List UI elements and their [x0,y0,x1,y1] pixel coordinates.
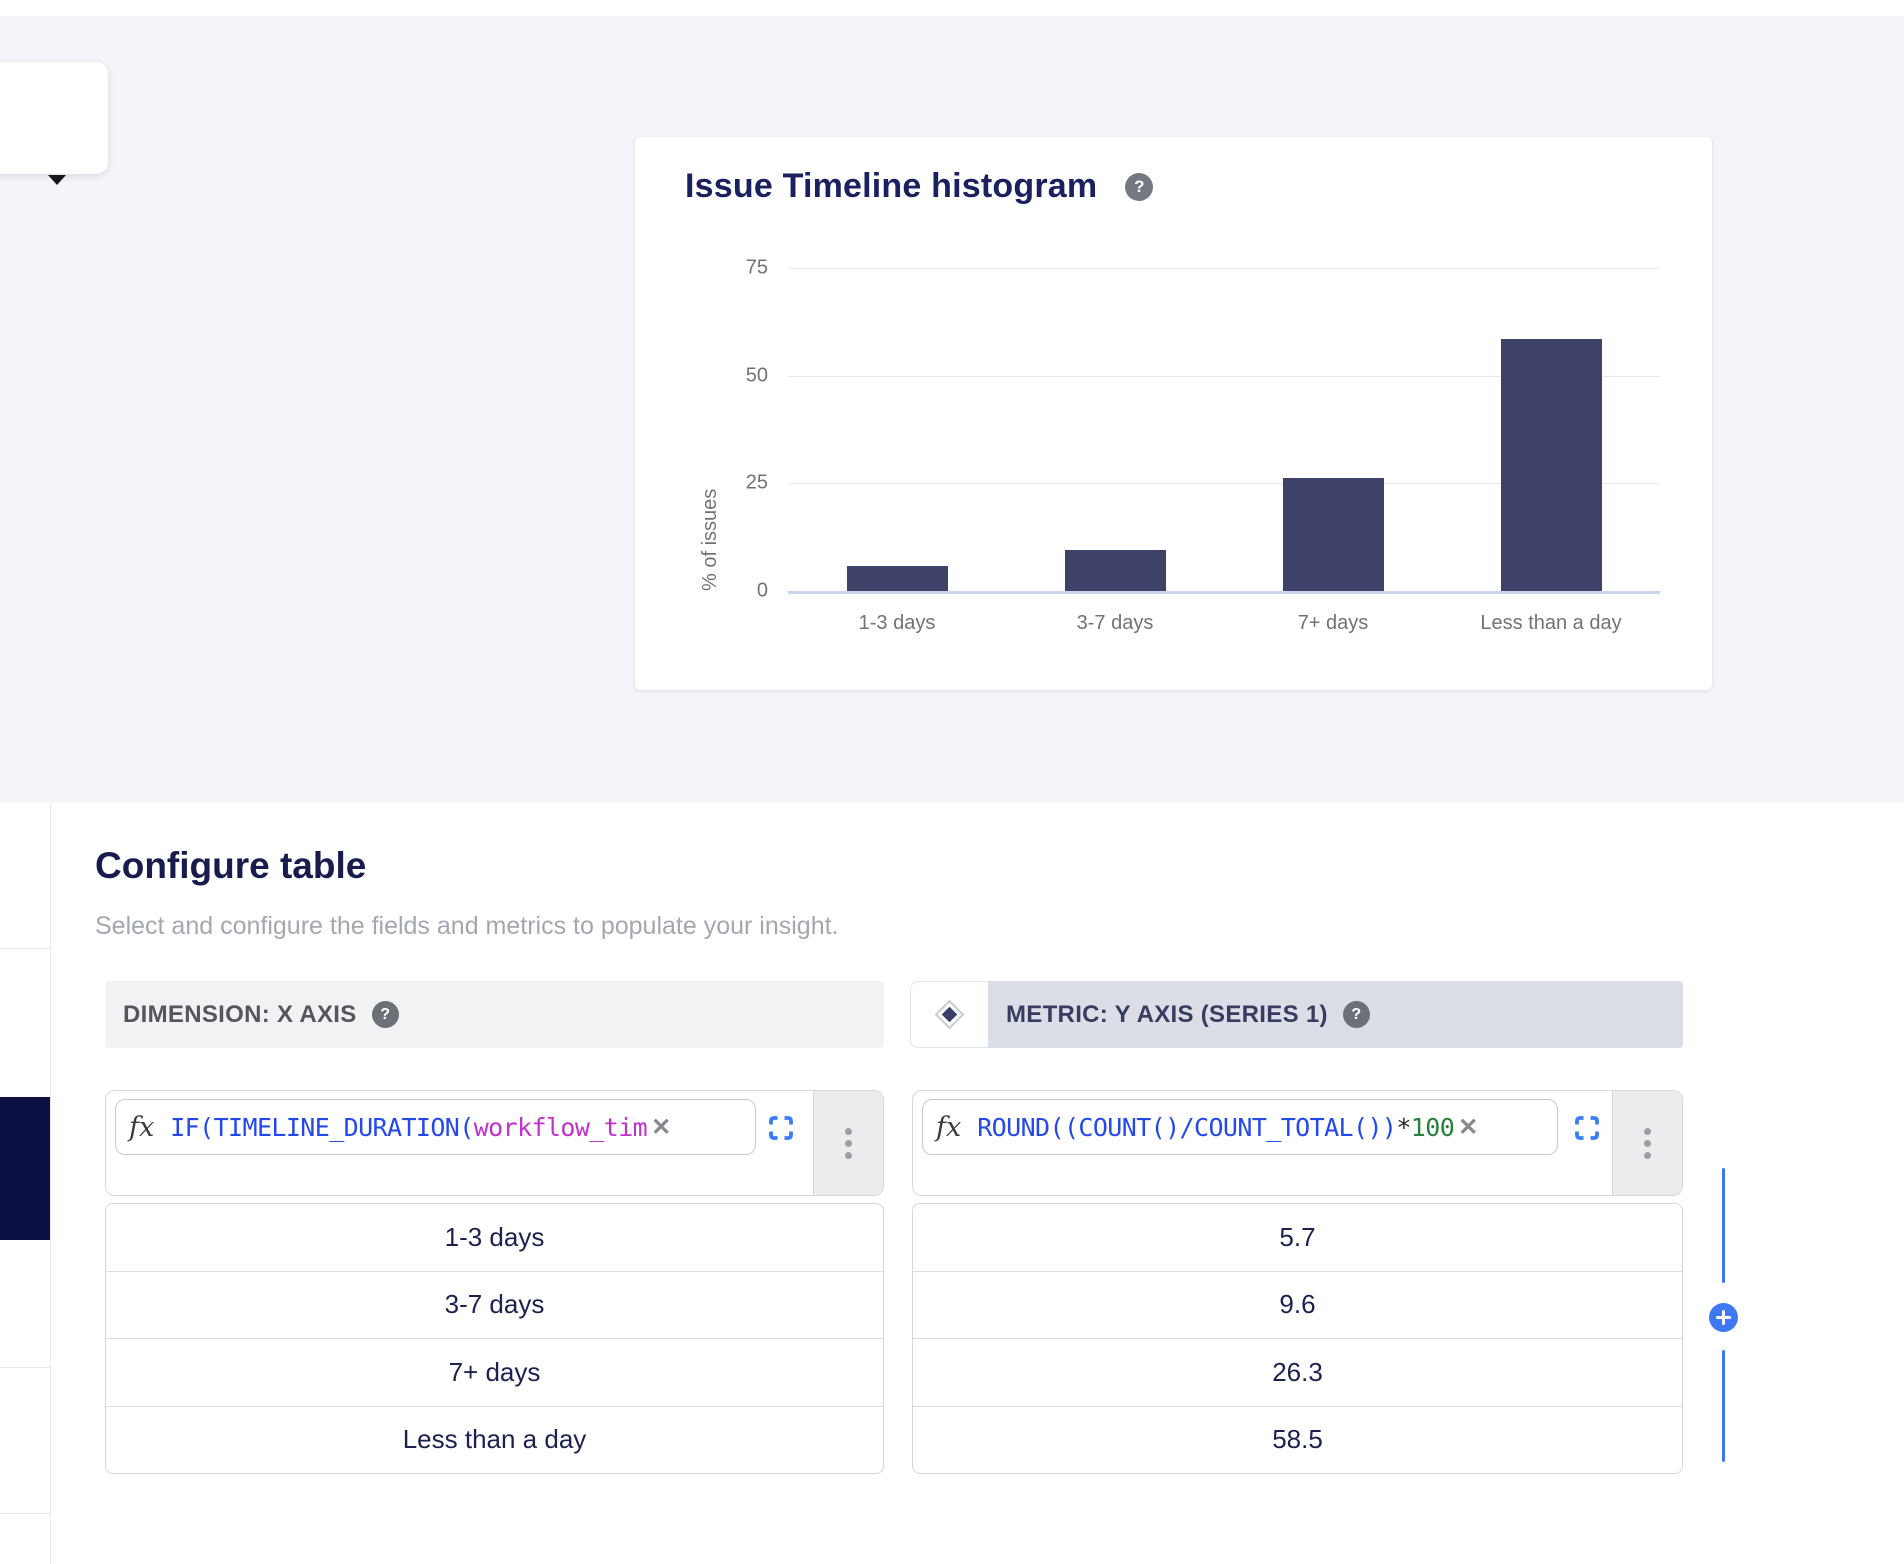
chart-help-icon[interactable]: ? [1125,172,1154,201]
metric-help-icon[interactable]: ? [1342,1001,1370,1028]
x-tick-label: 3-7 days [1076,612,1154,634]
gridline [788,268,1660,269]
left-panel-row-separator [0,1367,50,1368]
y-tick-label: 25 [745,471,768,494]
bar-Less than a day [1500,339,1602,591]
x-axis-baseline [788,591,1660,594]
metric-series-icon-cell [910,981,988,1048]
metric-values-table: 5.7 9.6 26.3 58.5 [912,1203,1683,1474]
dimension-formula-box: fx IF(TIMELINE_DURATION(workflow_tim ✕ [105,1090,884,1196]
bar-7+ days [1282,477,1384,591]
add-series-button[interactable] [1709,1303,1738,1332]
dimension-values-table: 1-3 days 3-7 days 7+ days Less than a day [105,1203,884,1474]
table-row: Less than a day [106,1405,883,1474]
metric-expand-icon[interactable] [1574,1115,1600,1141]
collapsed-panel-dropdown[interactable] [0,62,108,185]
caret-down-icon [48,175,66,185]
left-panel-row-separator [0,1513,50,1514]
left-panel-row-separator [0,948,50,949]
y-axis-title: % of issues [699,488,721,591]
metric-header: METRIC: Y AXIS (SERIES 1) ? [988,981,1683,1048]
left-panel-selected-row [0,1097,50,1240]
x-tick-label: 1-3 days [858,612,936,634]
table-row: 58.5 [913,1405,1682,1474]
dimension-formula-text: IF(TIMELINE_DURATION(workflow_tim [170,1112,648,1142]
bar-1-3 days [846,566,948,591]
kebab-icon [1644,1127,1651,1135]
table-row: 3-7 days [106,1270,883,1339]
dimension-formula-clear-icon[interactable]: ✕ [651,1113,672,1141]
dimension-header: DIMENSION: X AXIS ? [105,981,884,1048]
fx-icon: fx [936,1111,962,1143]
add-series-line-bottom [1722,1350,1725,1462]
dimension-kebab-menu[interactable] [813,1091,883,1195]
section-heading: Configure table [95,845,367,886]
x-tick-label: Less than a day [1480,612,1622,634]
gridline [788,483,1660,485]
x-tick-label: 7+ days [1297,612,1369,634]
metric-kebab-menu[interactable] [1612,1091,1682,1195]
add-series-line-top [1722,1168,1725,1283]
dimension-help-icon[interactable]: ? [371,1001,399,1028]
gridline [788,375,1660,377]
table-row: 7+ days [106,1338,883,1406]
table-row: 1-3 days [444,1221,545,1252]
fx-icon: fx [129,1111,155,1143]
y-tick-label: 0 [756,579,768,602]
chart-card: Issue Timeline histogram ? % of issues 0… [635,137,1712,690]
metric-formula-input[interactable]: fx ROUND((COUNT()/COUNT_TOTAL())*100 ✕ [922,1099,1558,1155]
y-tick-label: 75 [745,256,768,279]
bar-3-7 days [1064,549,1166,591]
metric-header-label: METRIC: Y AXIS (SERIES 1) [1006,1000,1328,1028]
dimension-header-label: DIMENSION: X AXIS [123,1000,357,1028]
left-panel-divider [50,803,51,1564]
metric-formula-text: ROUND((COUNT()/COUNT_TOTAL())*100 [977,1112,1455,1142]
kebab-icon [845,1127,852,1135]
dimension-expand-icon[interactable] [768,1115,794,1141]
table-row: 9.6 [913,1270,1682,1339]
dimension-formula-input[interactable]: fx IF(TIMELINE_DURATION(workflow_tim ✕ [115,1099,756,1155]
metric-formula-box: fx ROUND((COUNT()/COUNT_TOTAL())*100 ✕ [912,1090,1683,1196]
plot-area: 0 25 50 75 1-3 days 3-7 days 7+ days Less than … [746,257,1660,634]
metric-formula-clear-icon[interactable]: ✕ [1458,1113,1479,1141]
table-row: 5.7 [1279,1221,1316,1252]
y-tick-label: 50 [745,364,768,387]
chart-title: Issue Timeline histogram [685,167,1098,205]
table-row: 26.3 [913,1338,1682,1406]
chart-card-header: Issue Timeline histogram ? [685,167,1154,206]
section-subtitle: Select and configure the fields and metr… [95,912,839,940]
series-diamond-icon [934,999,965,1030]
